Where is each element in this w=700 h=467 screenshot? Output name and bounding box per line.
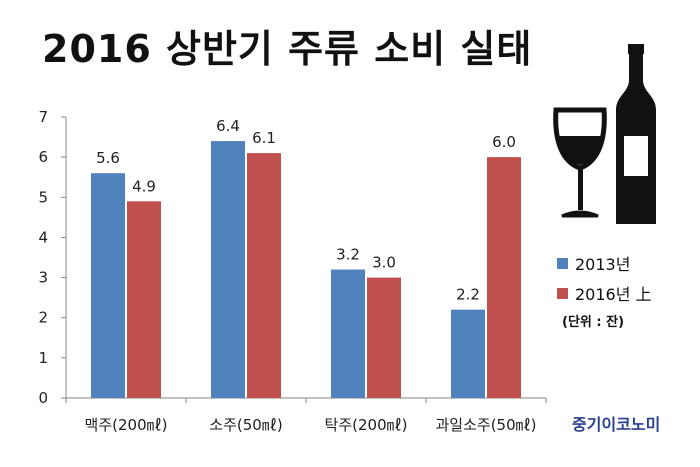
bar — [247, 153, 281, 398]
y-tick-label: 4 — [38, 228, 48, 246]
x-tick-label: 소주(50㎖) — [209, 416, 282, 434]
x-tick-label: 맥주(200㎖) — [85, 416, 168, 434]
bar — [211, 141, 245, 399]
wine-bottle-icon — [616, 44, 656, 224]
legend-item-2013: 2013년 — [557, 248, 652, 278]
y-tick-label: 3 — [38, 269, 48, 287]
y-tick-label: 6 — [38, 148, 48, 166]
bar — [91, 173, 125, 398]
y-tick-label: 7 — [38, 108, 48, 126]
data-label: 6.1 — [252, 129, 276, 147]
y-tick-label: 5 — [38, 188, 48, 206]
bar — [487, 157, 521, 398]
data-label: 6.4 — [216, 117, 240, 135]
legend: 2013년 2016년 上 — [557, 248, 652, 308]
bar — [451, 309, 485, 398]
y-tick-label: 1 — [38, 349, 48, 367]
bar — [367, 277, 401, 398]
data-label: 6.0 — [492, 133, 516, 151]
unit-note: (단위 : 잔) — [562, 315, 625, 330]
legend-label-2016: 2016년 上 — [575, 285, 652, 304]
y-tick-label: 2 — [38, 309, 48, 327]
data-label: 4.9 — [132, 177, 156, 195]
data-label: 2.2 — [456, 286, 480, 304]
brand-logo-text: 중기이코노미 — [572, 415, 661, 434]
y-tick-label: 0 — [38, 389, 48, 407]
legend-swatch-2016 — [557, 287, 568, 299]
legend-label-2013: 2013년 — [575, 255, 631, 274]
bar — [127, 201, 161, 398]
legend-swatch-2013 — [557, 257, 568, 269]
legend-item-2016: 2016년 上 — [557, 278, 652, 308]
data-label: 3.0 — [372, 254, 396, 272]
data-label: 5.6 — [96, 149, 120, 167]
data-label: 3.2 — [336, 246, 360, 264]
chart-title: 2016 상반기 주류 소비 실태 — [42, 27, 533, 71]
bar — [331, 269, 365, 398]
x-tick-label: 과일소주(50㎖) — [436, 416, 537, 434]
wine-icons — [548, 40, 678, 234]
wine-glass-icon — [553, 107, 607, 218]
x-tick-label: 탁주(200㎖) — [325, 416, 408, 434]
